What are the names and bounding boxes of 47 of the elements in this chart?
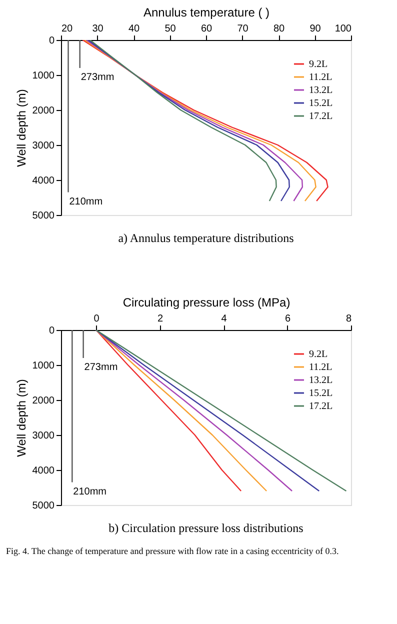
y-tick-label: 4000 [32,466,55,476]
x-tick-label: 70 [237,24,249,34]
legend-label: 13.2L [309,85,333,96]
y-tick-label: 2000 [32,396,55,406]
legend-label: 9.2L [309,59,328,70]
annotation: 273mm [84,362,118,373]
legend-label: 17.2L [309,401,333,412]
x-tick-label: 50 [164,24,176,34]
x-tick-label: 8 [346,314,352,324]
x-tick-label: 0 [94,314,100,324]
x-tick-label: 40 [128,24,140,34]
legend-label: 11.2L [309,362,332,373]
x-tick-label: 90 [310,24,322,34]
x-tick-label: 4 [221,314,228,324]
y-tick-label: 3000 [32,430,55,442]
y-tick-label: 4000 [32,176,55,186]
text: a) Annulus temperature distributions [118,231,294,245]
y-tick-label: 1000 [32,360,55,372]
y-tick-label: 1000 [32,70,55,82]
y-tick-label: 2000 [32,106,55,116]
legend-label: 15.2L [309,98,333,109]
caption: Fig. 4. The change of temperature and pressure with flow rate in a casing eccentricity of 0.3. [6,546,339,556]
y-tick-label: 0 [48,36,55,46]
x-axis-title: Annulus temperature ( ) [143,6,270,20]
y-tick-label: 5000 [32,500,55,512]
legend-label: 15.2L [309,388,333,399]
y-axis-title: Well depth (m) [14,89,28,167]
y-axis-title: Well depth (m) [14,379,28,457]
y-tick-label: 0 [48,326,55,336]
annotation: 210mm [69,196,103,208]
legend-label: 13.2L [309,375,333,386]
annotation: 273mm [80,72,114,83]
x-tick-label: 30 [92,24,104,34]
x-tick-label: 60 [200,24,212,34]
legend-label: 17.2L [309,111,333,122]
x-tick-label: 80 [273,24,285,34]
text: b) Circulation pressure loss distributions [108,521,304,535]
y-tick-label: 3000 [32,140,55,152]
x-tick-label: 20 [62,24,74,34]
legend-label: 9.2L [309,349,328,360]
x-tick-label: 2 [158,314,164,324]
x-tick-label: 6 [284,314,291,324]
x-tick-label: 100 [334,24,352,34]
annotation: 210mm [73,486,107,498]
legend-label: 11.2L [309,72,332,83]
y-tick-label: 5000 [32,210,55,222]
x-axis-title: Circulating pressure loss (MPa) [122,296,290,310]
